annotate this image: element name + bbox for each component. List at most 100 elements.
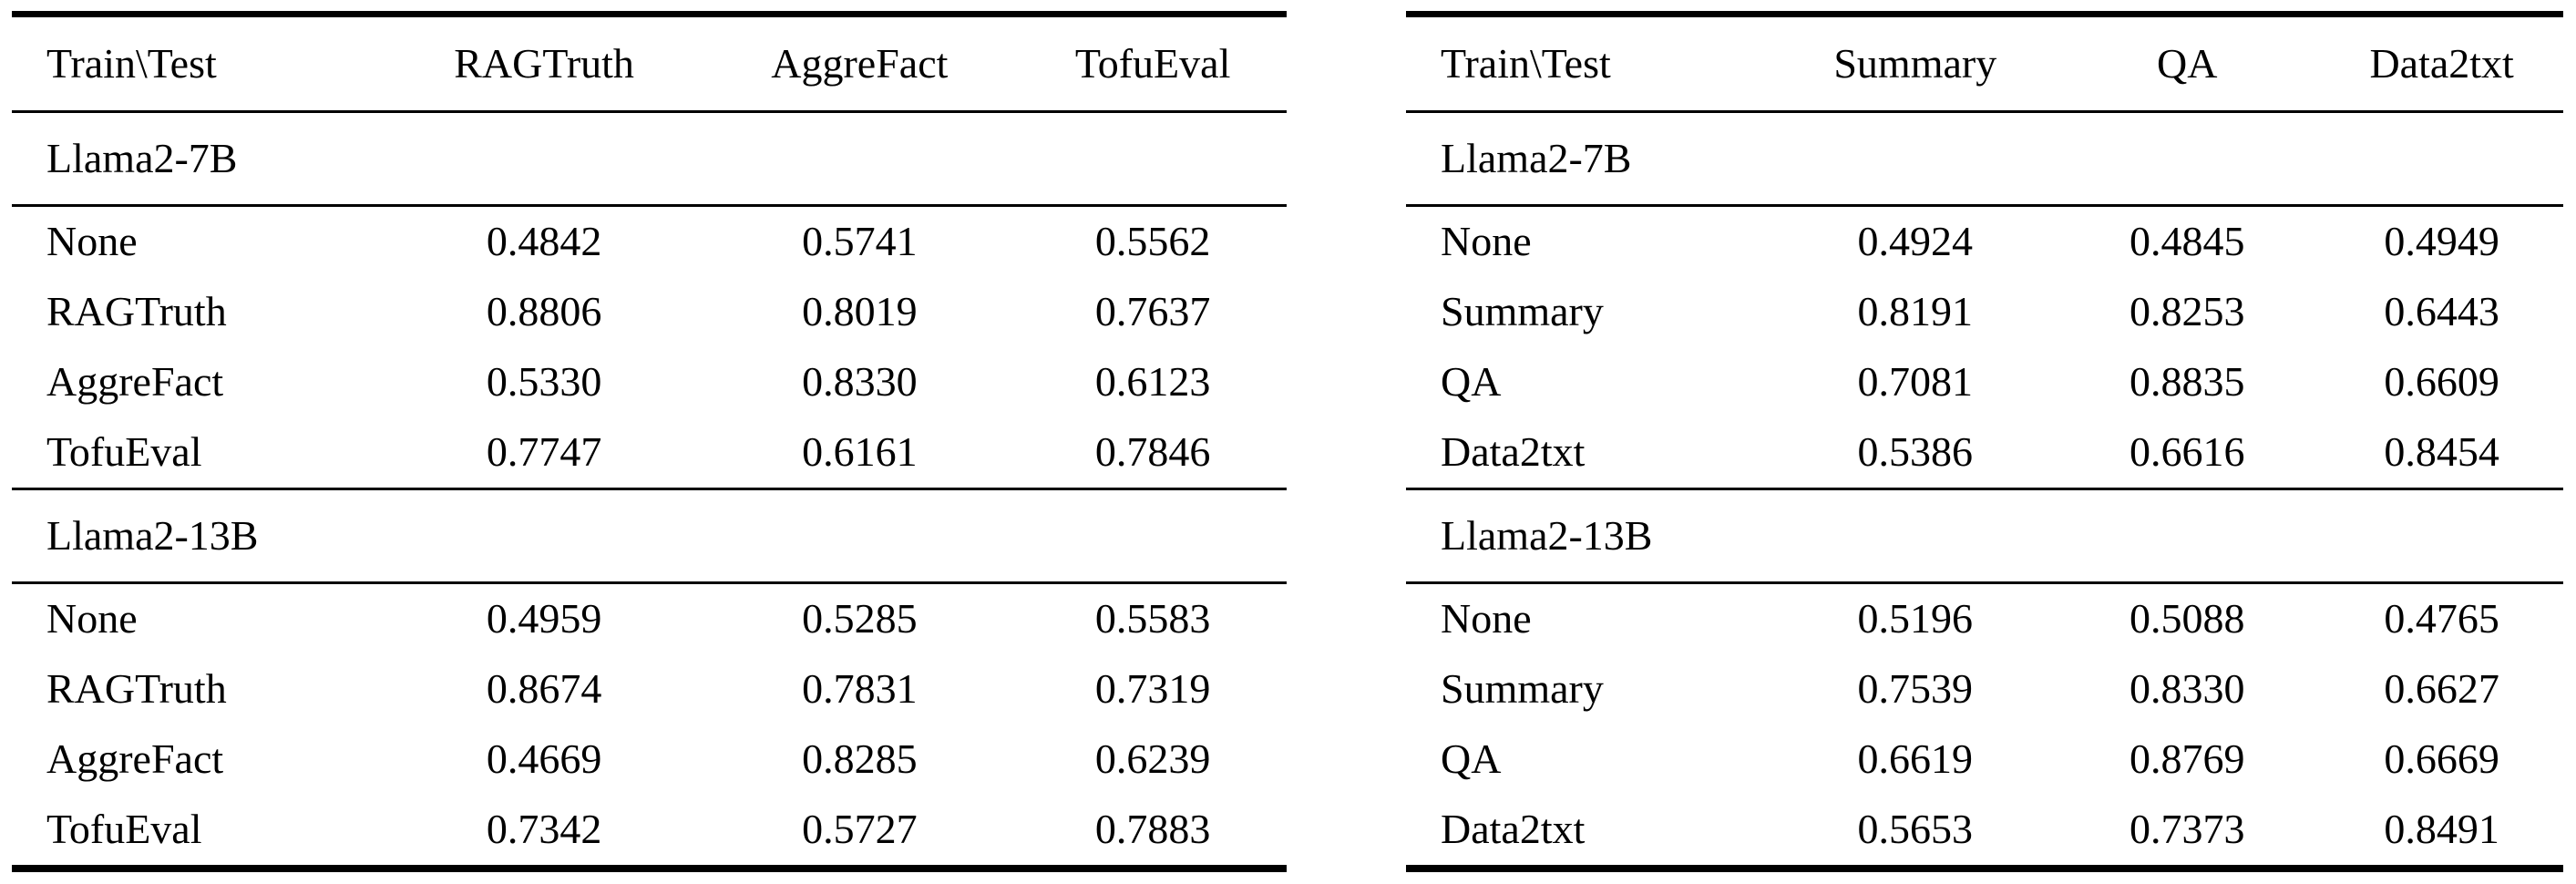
table-row: RAGTruth 0.8674 0.7831 0.7319 bbox=[12, 654, 1287, 725]
value-cell: 0.6616 bbox=[2129, 428, 2245, 475]
value-cell: 0.8491 bbox=[2384, 806, 2499, 852]
column-header-train-test: Train\Test bbox=[46, 40, 217, 87]
value-cell: 0.5562 bbox=[1094, 218, 1211, 264]
row-label: None bbox=[46, 595, 138, 642]
value-cell: 0.6627 bbox=[2384, 665, 2499, 712]
table-row: QA 0.7081 0.8835 0.6609 bbox=[1406, 347, 2563, 417]
model-group-header: Llama2-7B bbox=[46, 135, 238, 181]
value-cell: 0.8769 bbox=[2129, 735, 2245, 782]
value-cell: 0.8253 bbox=[2129, 288, 2245, 334]
value-cell: 0.8191 bbox=[1857, 288, 1974, 334]
cross-task-table: Train\Test Summary QA Data2txt Llama2-7B… bbox=[1406, 11, 2563, 872]
column-header: AggreFact bbox=[771, 40, 949, 87]
value-cell: 0.6619 bbox=[1857, 735, 1974, 782]
value-cell: 0.7846 bbox=[1094, 428, 1211, 475]
value-cell: 0.4924 bbox=[1857, 218, 1974, 264]
header-row: Train\Test RAGTruth AggreFact TofuEval bbox=[12, 15, 1287, 112]
value-cell: 0.5285 bbox=[802, 595, 918, 642]
table-header: Train\Test RAGTruth AggreFact TofuEval bbox=[12, 15, 1287, 112]
value-cell: 0.8835 bbox=[2129, 358, 2245, 405]
value-cell: 0.8019 bbox=[802, 288, 918, 334]
value-cell: 0.4765 bbox=[2384, 595, 2499, 642]
model-group-row: Llama2-7B bbox=[12, 112, 1287, 206]
value-cell: 0.7637 bbox=[1094, 288, 1211, 334]
row-label: TofuEval bbox=[46, 806, 202, 852]
row-label: Summary bbox=[1441, 665, 1604, 712]
column-header: RAGTruth bbox=[454, 40, 634, 87]
header-row: Train\Test Summary QA Data2txt bbox=[1406, 15, 2563, 112]
row-label: QA bbox=[1441, 735, 1502, 782]
model-group-row: Llama2-7B bbox=[1406, 112, 2563, 206]
column-header-train-test: Train\Test bbox=[1441, 40, 1611, 87]
value-cell: 0.5196 bbox=[1857, 595, 1974, 642]
value-cell: 0.4949 bbox=[2384, 218, 2499, 264]
column-header: Summary bbox=[1833, 40, 1997, 87]
row-label: Summary bbox=[1441, 288, 1604, 334]
value-cell: 0.8330 bbox=[2129, 665, 2245, 712]
value-cell: 0.6161 bbox=[802, 428, 918, 475]
column-header: TofuEval bbox=[1074, 40, 1231, 87]
table-row: None 0.4959 0.5285 0.5583 bbox=[12, 583, 1287, 655]
value-cell: 0.7319 bbox=[1094, 665, 1211, 712]
value-cell: 0.5330 bbox=[486, 358, 602, 405]
model-group-header: Llama2-13B bbox=[1441, 512, 1653, 559]
table-row: None 0.5196 0.5088 0.4765 bbox=[1406, 583, 2563, 655]
value-cell: 0.7342 bbox=[486, 806, 602, 852]
table-row: Summary 0.8191 0.8253 0.6443 bbox=[1406, 277, 2563, 347]
value-cell: 0.5653 bbox=[1857, 806, 1974, 852]
value-cell: 0.4959 bbox=[486, 595, 602, 642]
table-header: Train\Test Summary QA Data2txt bbox=[1406, 15, 2563, 112]
value-cell: 0.5741 bbox=[802, 218, 918, 264]
table-row: Summary 0.7539 0.8330 0.6627 bbox=[1406, 654, 2563, 725]
model-group-header: Llama2-7B bbox=[1441, 135, 1632, 181]
table-row: TofuEval 0.7342 0.5727 0.7883 bbox=[12, 795, 1287, 869]
value-cell: 0.5583 bbox=[1094, 595, 1211, 642]
value-cell: 0.8454 bbox=[2384, 428, 2499, 475]
table-row: AggreFact 0.5330 0.8330 0.6123 bbox=[12, 347, 1287, 417]
table-row: TofuEval 0.7747 0.6161 0.7846 bbox=[12, 417, 1287, 489]
value-cell: 0.8330 bbox=[802, 358, 918, 405]
row-label: AggreFact bbox=[46, 735, 224, 782]
table-row: None 0.4842 0.5741 0.5562 bbox=[12, 206, 1287, 278]
value-cell: 0.5386 bbox=[1857, 428, 1974, 475]
row-label: Data2txt bbox=[1441, 428, 1586, 475]
value-cell: 0.7373 bbox=[2129, 806, 2245, 852]
table-row: Data2txt 0.5386 0.6616 0.8454 bbox=[1406, 417, 2563, 489]
table-row: QA 0.6619 0.8769 0.6669 bbox=[1406, 725, 2563, 795]
value-cell: 0.7747 bbox=[486, 428, 602, 475]
value-cell: 0.6123 bbox=[1094, 358, 1211, 405]
cross-dataset-table: Train\Test RAGTruth AggreFact TofuEval L… bbox=[12, 11, 1287, 872]
value-cell: 0.8674 bbox=[486, 665, 602, 712]
model-group-header: Llama2-13B bbox=[46, 512, 259, 559]
table-row: AggreFact 0.4669 0.8285 0.6239 bbox=[12, 725, 1287, 795]
row-label: RAGTruth bbox=[46, 665, 227, 712]
value-cell: 0.6443 bbox=[2384, 288, 2499, 334]
value-cell: 0.7539 bbox=[1857, 665, 1974, 712]
row-label: QA bbox=[1441, 358, 1502, 405]
value-cell: 0.4842 bbox=[486, 218, 602, 264]
row-label: Data2txt bbox=[1441, 806, 1586, 852]
table-row: RAGTruth 0.8806 0.8019 0.7637 bbox=[12, 277, 1287, 347]
value-cell: 0.6669 bbox=[2384, 735, 2499, 782]
value-cell: 0.5088 bbox=[2129, 595, 2245, 642]
row-label: None bbox=[1441, 595, 1532, 642]
value-cell: 0.7081 bbox=[1857, 358, 1974, 405]
value-cell: 0.7831 bbox=[802, 665, 918, 712]
value-cell: 0.8806 bbox=[486, 288, 602, 334]
table-row: None 0.4924 0.4845 0.4949 bbox=[1406, 206, 2563, 278]
row-label: TofuEval bbox=[46, 428, 202, 475]
row-label: RAGTruth bbox=[46, 288, 227, 334]
value-cell: 0.4669 bbox=[486, 735, 602, 782]
row-label: None bbox=[1441, 218, 1532, 264]
value-cell: 0.5727 bbox=[802, 806, 918, 852]
model-group-row: Llama2-13B bbox=[12, 489, 1287, 583]
value-cell: 0.6609 bbox=[2384, 358, 2499, 405]
row-label: AggreFact bbox=[46, 358, 224, 405]
column-header: Data2txt bbox=[2369, 40, 2514, 87]
table-row: Data2txt 0.5653 0.7373 0.8491 bbox=[1406, 795, 2563, 869]
value-cell: 0.6239 bbox=[1094, 735, 1211, 782]
value-cell: 0.7883 bbox=[1094, 806, 1211, 852]
value-cell: 0.8285 bbox=[802, 735, 918, 782]
column-header: QA bbox=[2157, 40, 2218, 87]
